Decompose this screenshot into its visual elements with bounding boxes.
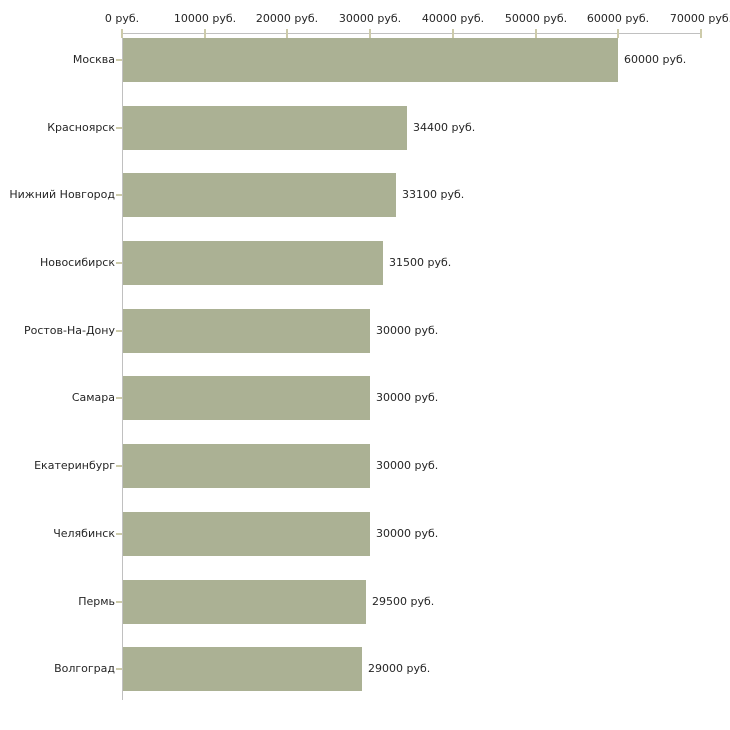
bar <box>122 647 362 691</box>
bar <box>122 309 370 353</box>
y-axis-tick-mark <box>116 262 122 264</box>
value-label: 34400 руб. <box>413 121 476 134</box>
x-axis-tick-label: 0 руб. <box>104 12 140 25</box>
value-label: 60000 руб. <box>624 53 687 66</box>
category-label: Пермь <box>78 595 115 608</box>
x-axis-tick-label: 40000 руб. <box>421 12 485 25</box>
y-axis-tick-mark <box>116 127 122 129</box>
x-axis-tick-label: 30000 руб. <box>338 12 402 25</box>
bar <box>122 444 370 488</box>
category-label: Самара <box>71 391 115 404</box>
value-label: 33100 руб. <box>402 188 465 201</box>
bar <box>122 376 370 420</box>
x-axis-tick-mark <box>286 29 288 38</box>
value-label: 30000 руб. <box>376 324 439 337</box>
category-label: Челябинск <box>53 527 115 540</box>
category-label: Москва <box>72 53 115 66</box>
category-label: Нижний Новгород <box>9 188 115 201</box>
y-axis-line <box>122 33 123 700</box>
bar <box>122 38 618 82</box>
x-axis-tick-mark <box>700 29 702 38</box>
bar <box>122 241 383 285</box>
category-label: Екатеринбург <box>34 459 115 472</box>
x-axis-tick-mark <box>617 29 619 38</box>
value-label: 29000 руб. <box>368 662 431 675</box>
x-axis-tick-label: 60000 руб. <box>586 12 650 25</box>
x-axis-tick-mark <box>121 29 123 38</box>
x-axis-tick-mark <box>369 29 371 38</box>
x-axis-tick-label: 20000 руб. <box>255 12 319 25</box>
x-axis-tick-label: 10000 руб. <box>173 12 237 25</box>
y-axis-tick-mark <box>116 330 122 332</box>
value-label: 30000 руб. <box>376 391 439 404</box>
x-axis-tick-mark <box>204 29 206 38</box>
category-label: Новосибирск <box>39 256 115 269</box>
y-axis-tick-mark <box>116 601 122 603</box>
y-axis-tick-mark <box>116 59 122 61</box>
value-label: 31500 руб. <box>389 256 452 269</box>
x-axis-tick-mark <box>452 29 454 38</box>
x-axis-tick-label: 50000 руб. <box>504 12 568 25</box>
category-label: Красноярск <box>47 121 115 134</box>
value-label: 29500 руб. <box>372 595 435 608</box>
y-axis-tick-mark <box>116 668 122 670</box>
x-axis-tick-label: 70000 руб. <box>669 12 730 25</box>
bar <box>122 106 407 150</box>
value-label: 30000 руб. <box>376 459 439 472</box>
category-label: Волгоград <box>54 662 115 675</box>
y-axis-tick-mark <box>116 465 122 467</box>
x-axis-tick-mark <box>535 29 537 38</box>
x-axis-line <box>122 33 702 34</box>
y-axis-tick-mark <box>116 194 122 196</box>
value-label: 30000 руб. <box>376 527 439 540</box>
y-axis-tick-mark <box>116 533 122 535</box>
bar <box>122 512 370 556</box>
bar <box>122 580 366 624</box>
category-label: Ростов-На-Дону <box>23 324 115 337</box>
bar <box>122 173 396 217</box>
y-axis-tick-mark <box>116 397 122 399</box>
